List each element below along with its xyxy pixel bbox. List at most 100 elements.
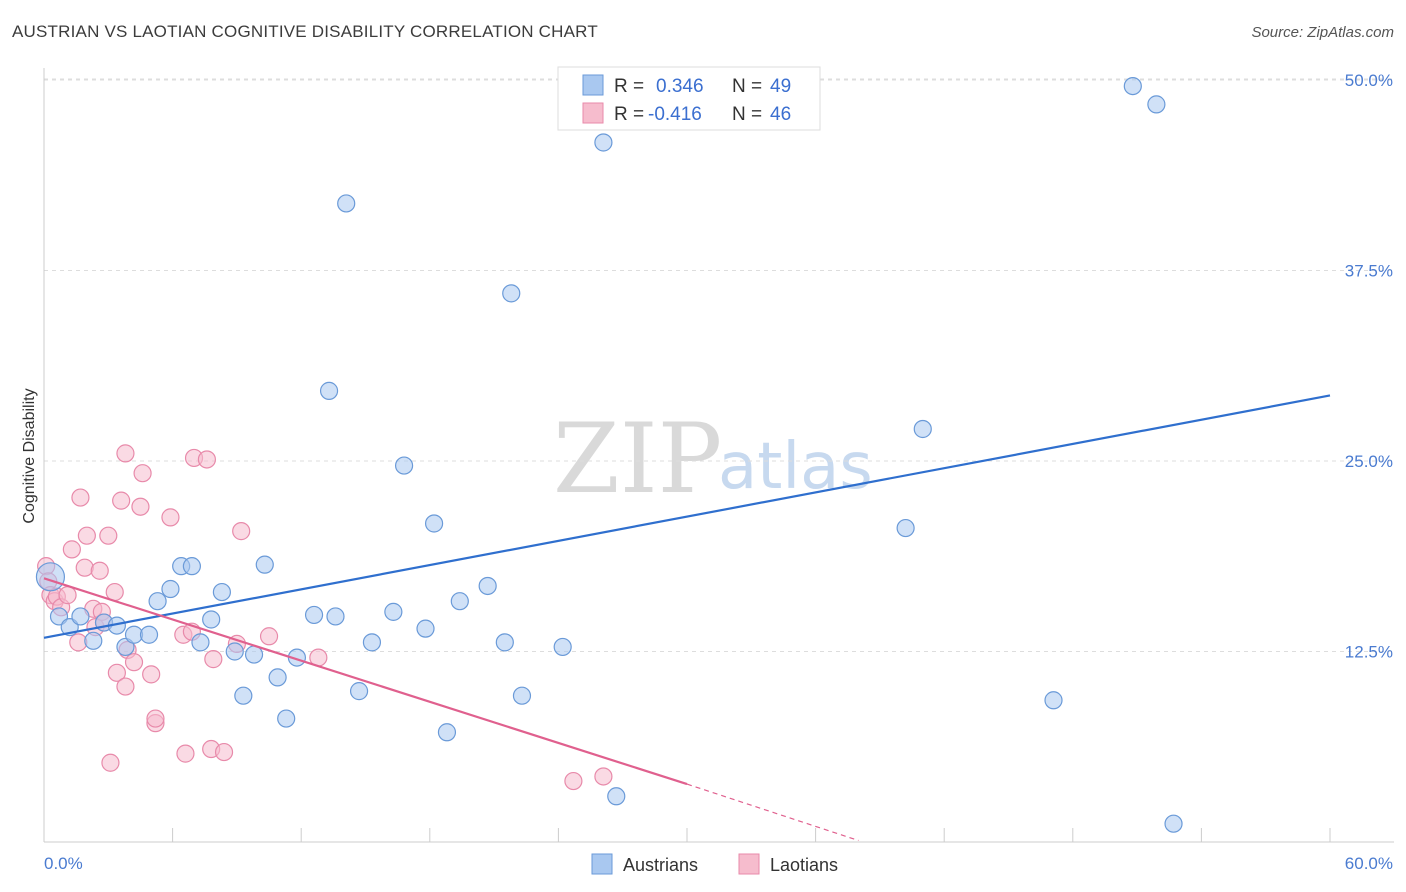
- austrian-point-43: [896, 518, 915, 538]
- watermark-atlas: atlas: [718, 430, 873, 504]
- laotian-point-41: [232, 522, 251, 541]
- austrian-point-37: [495, 633, 514, 652]
- legend-swatch-austrians: [582, 74, 604, 96]
- austrian-point-17: [225, 642, 244, 661]
- laotian-point-7: [62, 540, 81, 559]
- austrian-point-33: [424, 514, 444, 533]
- austrian-point-10: [148, 592, 167, 611]
- austrian-point-42: [607, 787, 626, 806]
- legend-swatch-laotians: [582, 102, 604, 124]
- austrian-point-48: [1164, 814, 1183, 833]
- source-credit: Source: ZipAtlas.com: [1251, 24, 1394, 41]
- austrian-point-9: [139, 625, 159, 644]
- austrian-point-18: [234, 686, 253, 705]
- austrian-point-20: [255, 555, 274, 574]
- laotian-point-45: [594, 767, 613, 786]
- austrian-series: [35, 76, 1183, 833]
- austrian-point-44: [913, 419, 932, 439]
- laotian-point-21: [112, 491, 131, 510]
- laotian-point-36: [197, 450, 216, 469]
- laotian-point-26: [131, 497, 150, 516]
- laotian-point-38: [204, 650, 223, 669]
- bottom-legend-label-laotians: Laotians: [770, 855, 838, 875]
- laotian-point-33: [176, 744, 195, 763]
- austrian-point-35: [450, 592, 469, 611]
- austrian-point-15: [202, 610, 221, 629]
- laotian-point-17: [99, 526, 118, 545]
- austrian-point-24: [304, 605, 324, 625]
- austrian-point-29: [362, 633, 382, 652]
- laotian-point-31: [161, 508, 180, 527]
- laotian-point-39: [214, 742, 234, 762]
- austrian-point-3: [71, 607, 90, 626]
- laotian-trend-extension: [686, 783, 859, 842]
- austrian-point-30: [384, 602, 403, 621]
- austrian-point-16: [212, 582, 231, 602]
- austrian-point-32: [416, 619, 435, 638]
- legend-r-label-austrians: R =: [614, 76, 644, 97]
- austrian-point-41: [594, 133, 613, 152]
- austrian-point-1: [49, 607, 69, 626]
- y-tick-labels: 12.5% 25.0% 37.5% 50.0%: [1345, 71, 1393, 662]
- laotian-point-23: [116, 677, 135, 696]
- laotian-point-9: [71, 488, 90, 507]
- legend-n-value-laotians: 46: [770, 104, 791, 125]
- austrian-point-13: [182, 557, 201, 576]
- x-tick-label-max: 60.0%: [1345, 854, 1393, 873]
- austrian-point-4: [84, 631, 103, 650]
- laotian-point-20: [107, 663, 126, 682]
- y-tick-label-3: 50.0%: [1345, 71, 1393, 90]
- bottom-legend-label-austrians: Austrians: [623, 855, 698, 875]
- laotian-series: [37, 444, 613, 791]
- y-tick-label-1: 25.0%: [1345, 452, 1393, 471]
- austrian-point-28: [349, 682, 369, 701]
- laotian-point-22: [116, 444, 135, 463]
- laotian-point-25: [124, 653, 144, 672]
- legend-n-label-laotians: N =: [732, 104, 762, 125]
- y-tick-label-0: 12.5%: [1345, 643, 1393, 662]
- austrian-point-26: [326, 607, 345, 626]
- correlation-legend: R = 0.346 N = 49 R = -0.416 N = 46: [557, 66, 821, 131]
- austrian-trend-line: [43, 394, 1331, 639]
- x-axis-ticks: [43, 828, 1331, 842]
- austrian-point-27: [337, 194, 356, 213]
- austrian-point-38: [502, 284, 521, 303]
- bottom-legend-swatch-austrians: [591, 853, 613, 875]
- austrian-point-39: [512, 686, 532, 705]
- laotian-point-27: [133, 464, 152, 483]
- x-tick-label-min: 0.0%: [44, 854, 83, 873]
- y-tick-label-2: 37.5%: [1345, 262, 1393, 281]
- legend-n-value-austrians: 49: [770, 76, 791, 97]
- y-axis-label: Cognitive Disability: [21, 388, 38, 523]
- laotian-trend-line: [43, 577, 688, 786]
- legend-r-value-austrians: 0.346: [656, 76, 704, 97]
- austrian-point-31: [394, 456, 414, 475]
- austrian-point-46: [1123, 76, 1142, 96]
- austrian-point-0: [35, 562, 66, 592]
- legend-n-label-austrians: N =: [732, 76, 762, 97]
- austrian-point-11: [161, 579, 180, 599]
- legend-r-value-laotians: -0.416: [648, 104, 702, 125]
- laotian-point-11: [77, 526, 96, 545]
- bottom-legend-swatch-laotians: [738, 853, 760, 875]
- austrian-point-47: [1147, 95, 1166, 114]
- austrian-point-36: [478, 576, 497, 596]
- trend-lines: [43, 394, 1331, 842]
- austrian-point-14: [191, 633, 210, 652]
- grid-lines: [44, 78, 1394, 652]
- watermark-zip: ZIP: [553, 403, 722, 515]
- chart-title: AUSTRIAN VS LAOTIAN COGNITIVE DISABILITY…: [12, 22, 598, 41]
- laotian-point-44: [564, 771, 583, 791]
- laotian-point-30: [146, 709, 165, 728]
- laotian-point-18: [101, 753, 120, 772]
- laotian-point-42: [259, 627, 279, 646]
- austrian-point-34: [437, 723, 457, 742]
- laotian-point-6: [58, 586, 77, 605]
- austrian-point-40: [553, 637, 572, 657]
- laotian-point-10: [75, 558, 94, 577]
- austrian-point-45: [1044, 691, 1063, 710]
- austrian-point-25: [319, 381, 339, 400]
- laotian-point-28: [142, 665, 161, 684]
- austrian-point-22: [277, 709, 296, 728]
